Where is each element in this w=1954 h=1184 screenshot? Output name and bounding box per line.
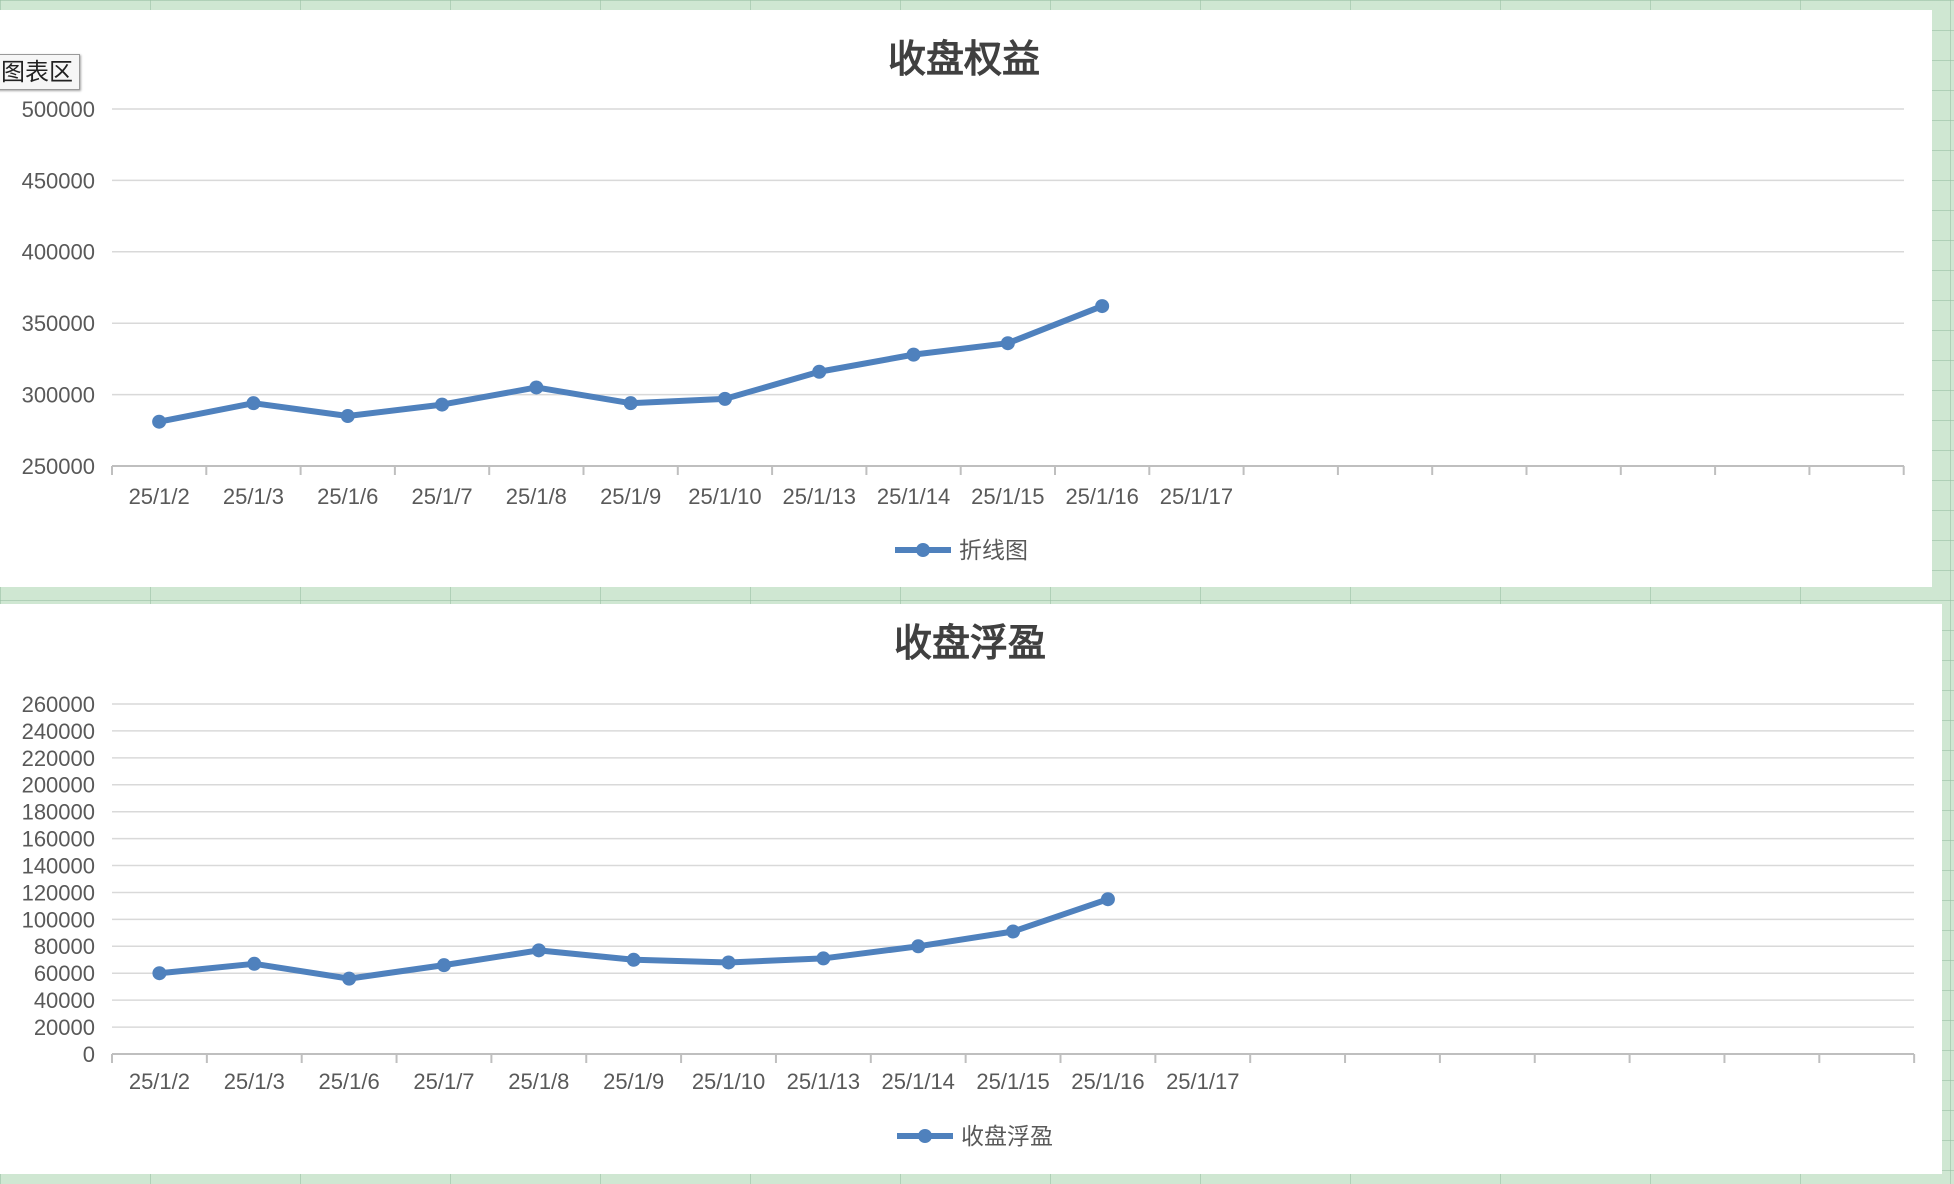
x-tick-label: 25/1/16 xyxy=(1065,484,1138,509)
data-point[interactable] xyxy=(531,943,546,958)
y-tick-label: 200000 xyxy=(22,773,95,798)
data-point[interactable] xyxy=(1095,299,1110,314)
data-point[interactable] xyxy=(911,939,926,954)
chart-area-equity[interactable]: 收盘权益 250000 300000 350000 400000 450000 500000… xyxy=(0,10,1932,587)
x-tick-label: 25/1/3 xyxy=(224,1069,285,1094)
x-tick-label: 25/1/3 xyxy=(223,484,284,509)
y-tick-label: 40000 xyxy=(34,988,95,1013)
y-tick-label: 20000 xyxy=(34,1015,95,1040)
data-point[interactable] xyxy=(1000,336,1015,351)
chart-area-floating-profit[interactable]: 收盘浮盈 0 20000 40000 60000 80000 100000 120000 140… xyxy=(0,604,1942,1174)
data-point[interactable] xyxy=(623,396,638,411)
y-tick-label: 0 xyxy=(83,1042,95,1067)
chart-title: 收盘权益 xyxy=(888,36,1040,81)
x-tick-label: 25/1/6 xyxy=(317,484,378,509)
x-tick-label: 25/1/10 xyxy=(688,484,761,509)
data-point[interactable] xyxy=(435,397,450,412)
x-tick-label: 25/1/6 xyxy=(319,1069,380,1094)
x-tick-label: 25/1/2 xyxy=(129,484,190,509)
y-tick-label: 100000 xyxy=(22,907,95,932)
y-tick-label: 250000 xyxy=(22,454,95,479)
floating-profit-line-chart: 收盘浮盈 020000400006000080000100000120000140… xyxy=(22,620,1916,1150)
y-tick-label: 350000 xyxy=(22,311,95,336)
x-tick-label: 25/1/17 xyxy=(1160,484,1233,509)
legend-point-marker xyxy=(918,1129,932,1143)
y-tick-label: 400000 xyxy=(22,240,95,265)
data-point[interactable] xyxy=(246,396,261,411)
data-point[interactable] xyxy=(340,409,355,424)
data-point[interactable] xyxy=(247,956,262,971)
x-tick-label: 25/1/14 xyxy=(877,484,950,509)
data-point[interactable] xyxy=(152,414,167,429)
data-point[interactable] xyxy=(816,951,831,966)
x-tick-label: 25/1/16 xyxy=(1071,1069,1144,1094)
y-tick-label: 450000 xyxy=(22,168,95,193)
y-tick-label: 140000 xyxy=(22,853,95,878)
x-tick-label: 25/1/7 xyxy=(411,484,472,509)
x-tick-label: 25/1/7 xyxy=(413,1069,474,1094)
data-point[interactable] xyxy=(717,391,732,406)
x-tick-label: 25/1/8 xyxy=(508,1069,569,1094)
x-tick-label: 25/1/15 xyxy=(971,484,1044,509)
data-point[interactable] xyxy=(626,952,641,967)
y-tick-label: 260000 xyxy=(22,692,95,717)
legend-label: 收盘浮盈 xyxy=(961,1124,1053,1150)
x-tick-label: 25/1/15 xyxy=(976,1069,1049,1094)
data-point[interactable] xyxy=(152,966,167,981)
data-point[interactable] xyxy=(906,347,921,362)
x-tick-label: 25/1/2 xyxy=(129,1069,190,1094)
equity-line-chart: 收盘权益 250000 300000 350000 400000 450000 500000… xyxy=(22,36,1905,564)
legend-label: 折线图 xyxy=(959,538,1028,564)
chart-title: 收盘浮盈 xyxy=(894,620,1046,665)
y-tick-label: 60000 xyxy=(34,961,95,986)
x-tick-label: 25/1/17 xyxy=(1166,1069,1239,1094)
data-point[interactable] xyxy=(1100,892,1115,907)
x-tick-label: 25/1/14 xyxy=(882,1069,955,1094)
legend-point-marker xyxy=(916,543,930,557)
x-tick-label: 25/1/8 xyxy=(506,484,567,509)
chart-area-tooltip: 图表区 xyxy=(0,54,80,90)
y-tick-label: 80000 xyxy=(34,934,95,959)
y-tick-label: 300000 xyxy=(22,383,95,408)
x-tick-label: 25/1/13 xyxy=(787,1069,860,1094)
x-tick-label: 25/1/10 xyxy=(692,1069,765,1094)
y-tick-label: 500000 xyxy=(22,97,95,122)
y-tick-label: 120000 xyxy=(22,880,95,905)
data-point[interactable] xyxy=(721,955,736,970)
data-point[interactable] xyxy=(1006,924,1021,939)
data-point[interactable] xyxy=(436,958,451,973)
x-tick-label: 25/1/9 xyxy=(603,1069,664,1094)
data-point[interactable] xyxy=(342,971,357,986)
y-tick-label: 180000 xyxy=(22,800,95,825)
y-tick-label: 240000 xyxy=(22,719,95,744)
data-point[interactable] xyxy=(812,364,827,379)
y-tick-label: 160000 xyxy=(22,827,95,852)
y-tick-label: 220000 xyxy=(22,746,95,771)
x-tick-label: 25/1/9 xyxy=(600,484,661,509)
x-tick-label: 25/1/13 xyxy=(783,484,856,509)
data-point[interactable] xyxy=(529,380,544,395)
